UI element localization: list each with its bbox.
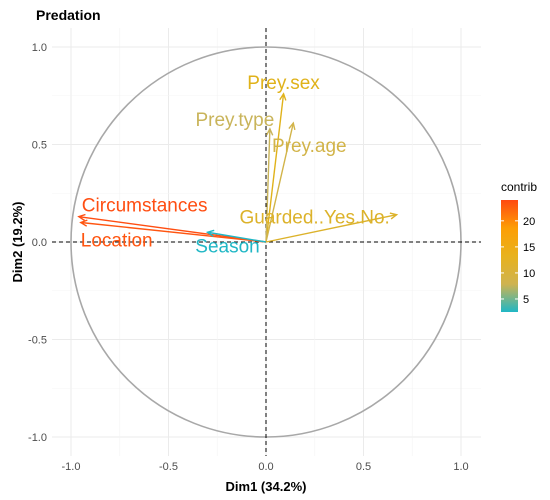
- chart-title: Predation: [36, 7, 101, 23]
- arrowhead-guarded-yes-no: [389, 212, 399, 220]
- label-prey-age: Prey.age: [272, 136, 347, 157]
- label-guarded-yes-no: Guarded..Yes.No.: [239, 208, 389, 229]
- arrow-guarded-yes-no: [265, 214, 397, 243]
- label-circumstances: Circumstances: [82, 196, 208, 217]
- arrow-prey-age: [265, 122, 294, 243]
- arrow-location: [80, 221, 267, 243]
- y-tick-label: 0.5: [32, 140, 47, 152]
- x-tick-label: -1.0: [62, 461, 81, 473]
- arrowhead-prey-sex: [279, 92, 287, 101]
- y-tick-label: 0.0: [32, 237, 47, 249]
- legend-colorbar: [501, 200, 518, 312]
- legend: contrib 20 15 10 5: [501, 180, 537, 312]
- x-tick-labels: -1.0 -0.5 0.0 0.5 1.0: [62, 461, 469, 473]
- legend-tick-label: 15: [523, 242, 535, 254]
- arrow-prey-sex: [265, 93, 285, 243]
- arrowhead-location: [79, 219, 88, 227]
- variable-labels: Prey.sex Prey.type Prey.age Guarded..Yes.No…: [81, 73, 390, 257]
- y-tick-label: -1.0: [28, 432, 47, 444]
- legend-tick-label: 10: [523, 268, 535, 280]
- y-axis-label: Dim2 (19.2%): [10, 202, 25, 283]
- arrow-prey-type: [265, 128, 271, 243]
- arrow-circumstances: [78, 215, 267, 243]
- legend-ticks: 20 15 10 5: [501, 216, 535, 306]
- label-prey-sex: Prey.sex: [247, 73, 320, 94]
- arrow-season: [207, 231, 267, 243]
- y-tick-label: 1.0: [32, 42, 47, 54]
- legend-tick-label: 5: [523, 294, 529, 306]
- x-tick-label: 1.0: [453, 461, 468, 473]
- y-tick-label: -0.5: [28, 335, 47, 347]
- arrowhead-prey-age: [288, 121, 296, 131]
- arrowhead-season: [205, 229, 215, 237]
- x-tick-label: 0.0: [258, 461, 273, 473]
- legend-tick-label: 20: [523, 216, 535, 228]
- label-location: Location: [81, 231, 153, 252]
- arrowhead-prey-type: [266, 127, 274, 136]
- x-axis-label: Dim1 (34.2%): [226, 479, 307, 494]
- legend-title: contrib: [501, 180, 537, 194]
- label-prey-type: Prey.type: [195, 110, 274, 131]
- x-tick-label: 0.5: [356, 461, 371, 473]
- label-season: Season: [195, 236, 259, 257]
- zero-lines: [52, 28, 481, 456]
- x-tick-label: -0.5: [159, 461, 178, 473]
- y-tick-labels: -1.0 -0.5 0.0 0.5 1.0: [28, 42, 47, 444]
- variable-arrows: [77, 92, 399, 243]
- arrowhead-circumstances: [77, 213, 86, 222]
